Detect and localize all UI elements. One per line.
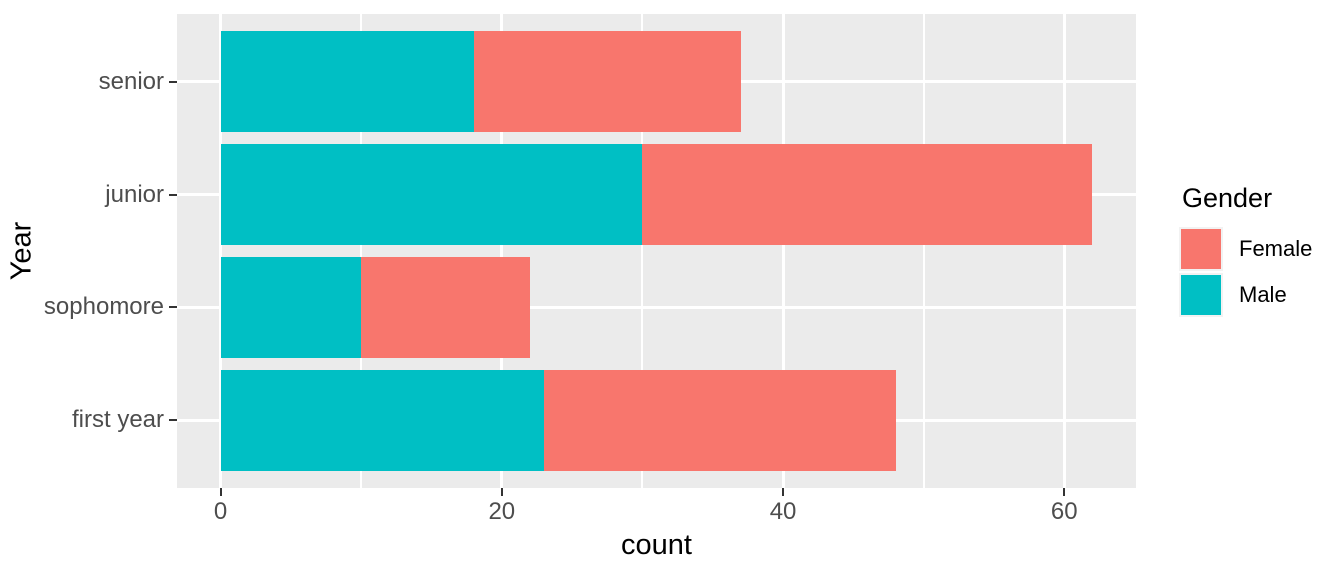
gridline-major-y-sophomore [177,305,1136,309]
legend-entry-male: Male [1179,273,1312,317]
x-tick-label-60: 60 [1050,498,1078,525]
x-axis-title: count [621,529,692,561]
gridline-minor-x-50 [922,14,925,488]
x-tick-40 [782,488,785,496]
x-tick-20 [500,488,503,496]
gridline-major-x-20 [500,14,504,488]
y-tick-sophomore [169,306,177,309]
y-tick-label-sophomore: sophomore [43,293,164,321]
y-tick-junior [169,193,177,196]
legend: Gender Female Male [1179,183,1312,319]
bar-segment-female-senior [473,30,741,133]
legend-key-female [1179,227,1223,271]
x-tick-60 [1063,488,1066,496]
y-axis-title: Year [5,221,38,281]
gridline-minor-x-30 [641,14,644,488]
legend-items: Female Male [1179,227,1312,317]
y-tick-label-first-year: first year [71,406,164,434]
bar-segment-female-sophomore [361,256,530,359]
x-tick-label-0: 0 [213,498,228,525]
legend-key-male [1179,273,1223,317]
legend-label-male: Male [1239,282,1287,307]
bar-segment-male-first-year [220,369,544,472]
legend-label-female: Female [1239,236,1313,261]
gridline-major-x-40 [781,14,785,488]
legend-swatch-female-icon [1181,229,1221,269]
gridline-minor-x-10 [360,14,363,488]
legend-entry-female: Female [1179,227,1312,271]
gridline-major-x-0 [219,14,223,488]
bar-segment-female-first-year [544,369,896,472]
gridline-major-x-60 [1062,14,1066,488]
y-tick-senior [169,80,177,83]
y-tick-first-year [169,419,177,422]
bar-segment-male-senior [220,30,474,133]
bar-segment-male-sophomore [220,256,362,359]
x-tick-0 [219,488,222,496]
bar-segment-male-junior [220,143,643,246]
x-tick-label-40: 40 [769,498,797,525]
y-tick-label-senior: senior [98,67,164,95]
plot-panel [177,14,1136,488]
legend-swatch-male-icon [1181,275,1221,315]
bar-segment-female-junior [642,143,1093,246]
x-tick-label-20: 20 [488,498,516,525]
legend-title: Gender [1182,183,1273,213]
y-tick-label-junior: junior [105,180,164,208]
